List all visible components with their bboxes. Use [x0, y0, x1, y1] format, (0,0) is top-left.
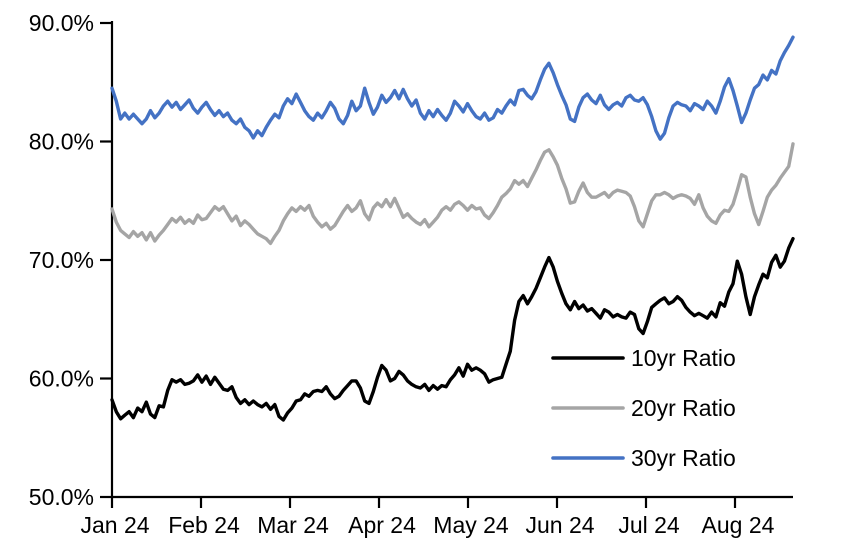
legend-item-20yr-ratio: 20yr Ratio [551, 395, 736, 421]
x-axis: Jan 24 Feb 24 Mar 24 Apr 24 May 24 Jun 24 Jul … [80, 495, 793, 538]
legend-item-10yr-ratio: 10yr Ratio [551, 345, 736, 371]
x-tick-label: Apr 24 [348, 512, 416, 538]
x-tick-label: Jul 24 [618, 512, 680, 538]
x-tick-label: Feb 24 [168, 512, 240, 538]
x-tick-label: Jun 24 [525, 512, 594, 538]
legend-label: 10yr Ratio [631, 345, 736, 371]
y-tick-label: 60.0% [29, 366, 94, 392]
legend: 10yr Ratio 20yr Ratio 30yr Ratio [551, 345, 736, 471]
plot-series [110, 35, 795, 422]
series-line-20yr-ratio [110, 142, 795, 246]
x-tick-label: Mar 24 [257, 512, 329, 538]
x-tick-label: Jan 24 [80, 512, 149, 538]
x-tick-label: May 24 [433, 512, 509, 538]
legend-item-30yr-ratio: 30yr Ratio [551, 445, 736, 471]
y-tick-label: 50.0% [29, 484, 94, 510]
series-line-10yr-ratio [110, 236, 795, 422]
series-line-30yr-ratio [110, 35, 795, 141]
legend-label: 20yr Ratio [631, 395, 736, 421]
x-tick-label: Aug 24 [702, 512, 775, 538]
y-axis: 50.0% 60.0% 70.0% 80.0% 90.0% [29, 10, 114, 510]
y-tick-label: 90.0% [29, 10, 94, 36]
legend-label: 30yr Ratio [631, 445, 736, 471]
y-tick-label: 70.0% [29, 247, 94, 273]
y-tick-label: 80.0% [29, 129, 94, 155]
